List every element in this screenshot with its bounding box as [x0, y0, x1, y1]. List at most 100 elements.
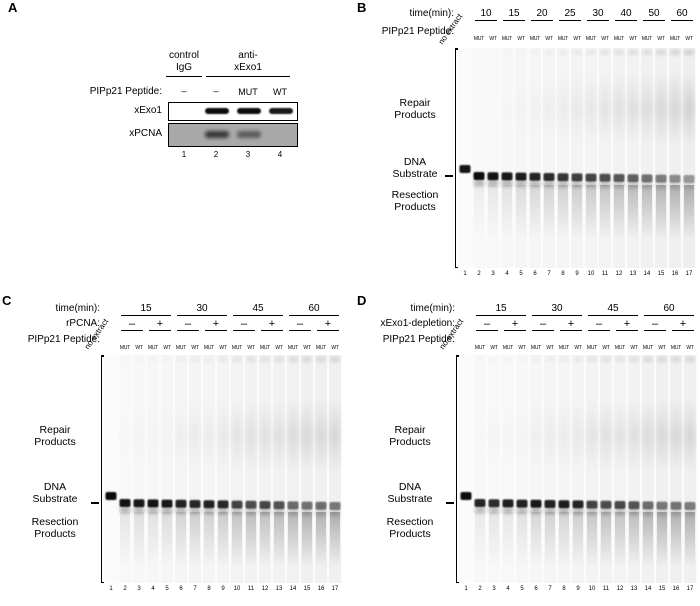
xpcna-blot: [168, 123, 298, 147]
condition-value: –: [289, 318, 311, 331]
peptide-type-label: MUT: [530, 345, 542, 351]
group-line: xExo1: [234, 62, 262, 73]
peptide-row-label: PIPp21 Peptide:: [89, 86, 162, 97]
peptide-condition-value: –: [181, 86, 187, 96]
lane-number: 4: [277, 150, 283, 159]
peptide-type-label: MUT: [315, 345, 327, 351]
condition-value: –: [476, 318, 498, 331]
peptide-condition-value: –: [213, 86, 219, 96]
side-label-line: Repair: [399, 97, 431, 109]
dna-substrate-label: DNA Substrate: [374, 156, 456, 180]
substrate-tick: [91, 502, 99, 504]
peptide-type-label: MUT: [614, 345, 626, 351]
lane-number: 5: [165, 586, 169, 592]
lane-number: 17: [685, 271, 693, 277]
lane-number: 2: [213, 150, 219, 159]
lane-number: 10: [233, 586, 241, 592]
side-label-line: DNA: [43, 481, 67, 493]
time-value: 30: [177, 303, 227, 316]
peptide-type-label: MUT: [175, 345, 187, 351]
lane-number: 4: [505, 271, 509, 277]
xexo1-depletion-row-label: xExo1-depletion:: [380, 318, 456, 329]
side-label-line: Products: [34, 528, 76, 540]
panelD-gel-image: [459, 355, 697, 583]
lane-number: 11: [247, 586, 255, 592]
peptide-type-label: WT: [573, 36, 581, 42]
rpcna-row-label: rPCNA:: [66, 318, 100, 329]
lane-number: 10: [588, 586, 596, 592]
dna-substrate-label: DNA Substrate: [14, 481, 96, 505]
time-value: 60: [289, 303, 339, 316]
lane-number: 5: [520, 586, 524, 592]
time-value: 45: [233, 303, 283, 316]
peptide-row-label: PIPp21 Peptide:: [27, 334, 100, 345]
lane-number: 13: [275, 586, 283, 592]
substrate-tick: [445, 175, 453, 177]
lane-number: 12: [615, 271, 623, 277]
lane-number: 2: [477, 271, 481, 277]
time-row-label: time(min):: [409, 8, 454, 19]
lane-number: 16: [671, 271, 679, 277]
condition-value: –: [588, 318, 610, 331]
peptide-type-label: WT: [135, 345, 143, 351]
peptide-condition-value: WT: [273, 87, 287, 97]
condition-value: +: [317, 318, 339, 331]
condition-value: +: [205, 318, 227, 331]
side-label-line: Products: [394, 201, 436, 213]
antibody-group-control-igg: control IgG: [156, 50, 212, 74]
peptide-type-label: MUT: [529, 36, 541, 42]
peptide-type-label: MUT: [613, 36, 625, 42]
lane-number: 2: [123, 586, 127, 592]
lane-number: 1: [463, 271, 467, 277]
lane-number: 15: [657, 271, 665, 277]
peptide-type-label: WT: [574, 345, 582, 351]
condition-value: +: [616, 318, 638, 331]
repair-products-label: Repair Products: [374, 97, 456, 121]
lane-number: 3: [137, 586, 141, 592]
dna-substrate-label: DNA Substrate: [369, 481, 451, 505]
lane-number: 12: [261, 586, 269, 592]
peptide-type-label: MUT: [502, 345, 514, 351]
lane-number: 2: [478, 586, 482, 592]
lane-number: 13: [630, 586, 638, 592]
panel-c-letter: C: [2, 293, 12, 308]
side-label-line: DNA: [398, 481, 422, 493]
condition-value: –: [233, 318, 255, 331]
lane-number: 9: [575, 271, 579, 277]
lane-number: 7: [548, 586, 552, 592]
lane-number: 1: [109, 586, 113, 592]
lane-number: 16: [317, 586, 325, 592]
time-value: 40: [615, 8, 637, 21]
xexo1-blot-label: xExo1: [134, 105, 162, 116]
resection-products-label: Resection Products: [14, 516, 96, 540]
repair-products-label: Repair Products: [14, 424, 96, 448]
time-row-label: time(min):: [55, 303, 100, 314]
lane-number: 6: [533, 271, 537, 277]
time-value: 15: [476, 303, 526, 316]
lane-number: 14: [644, 586, 652, 592]
time-value: 25: [559, 8, 581, 21]
xexo1-blot-image: [205, 108, 293, 114]
panel-b-letter: B: [357, 0, 367, 15]
side-label-line: Resection: [31, 516, 79, 528]
side-label-line: Substrate: [387, 493, 433, 505]
peptide-type-label: MUT: [669, 36, 681, 42]
antibody-group-anti-xexo1: anti- xExo1: [212, 50, 284, 74]
lane-number: 10: [587, 271, 595, 277]
peptide-type-label: WT: [657, 36, 665, 42]
peptide-type-label: WT: [601, 36, 609, 42]
peptide-condition-value: MUT: [238, 87, 258, 97]
peptide-row-label: PIPp21 Peptide:: [381, 26, 454, 37]
resection-products-label: Resection Products: [369, 516, 451, 540]
side-label-line: DNA: [403, 156, 427, 168]
lane-number: 11: [602, 586, 610, 592]
resection-products-label: Resection Products: [374, 189, 456, 213]
time-value: 15: [503, 8, 525, 21]
time-value: 50: [643, 8, 665, 21]
lane-number: 14: [643, 271, 651, 277]
lane-number: 17: [331, 586, 339, 592]
peptide-type-label: WT: [517, 36, 525, 42]
lane-number: 4: [506, 586, 510, 592]
peptide-type-label: WT: [629, 36, 637, 42]
peptide-type-label: WT: [191, 345, 199, 351]
